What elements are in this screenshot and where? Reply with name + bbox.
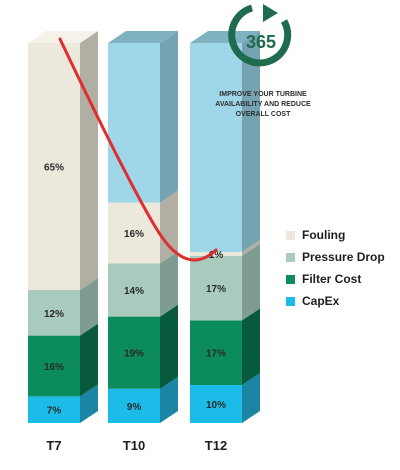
bar-side-pressure-drop-t10 bbox=[160, 251, 178, 317]
bar-segment-pressure-drop-t7 bbox=[28, 290, 80, 336]
logo-ring-arc bbox=[228, 4, 292, 67]
bar-side-filter-cost-t7 bbox=[80, 323, 98, 397]
bar-segment-fouling-t7 bbox=[28, 43, 80, 290]
value-label-filter-cost-t12: 17% bbox=[206, 349, 226, 360]
value-label-filter-cost-t10: 19% bbox=[124, 349, 144, 360]
value-label-fouling-t12: 1% bbox=[209, 250, 224, 261]
bar-segment-filter-cost-t7 bbox=[28, 335, 80, 397]
value-label-pressure-drop-t7: 12% bbox=[44, 309, 64, 320]
bar-side-capex-t7 bbox=[80, 384, 98, 423]
bar-side-remainder-t12 bbox=[242, 31, 260, 252]
bar-side-pressure-drop-t12 bbox=[242, 243, 260, 321]
category-label-t10: T10 bbox=[123, 438, 145, 453]
bars-group bbox=[28, 31, 260, 423]
logo-tagline-line-2: AVAILABILITY AND REDUCE bbox=[215, 101, 311, 108]
bar-segment-filter-cost-t10 bbox=[108, 316, 160, 389]
value-label-pressure-drop-t10: 14% bbox=[124, 286, 144, 297]
bar-segment-capex-t12 bbox=[190, 385, 242, 423]
bar-segment-remainder-t10 bbox=[108, 43, 160, 203]
bar-segment-pressure-drop-t10 bbox=[108, 263, 160, 317]
value-label-filter-cost-t7: 16% bbox=[44, 362, 64, 373]
legend-swatch-capex bbox=[286, 297, 295, 306]
category-labels-group: T7 T10 T12 bbox=[46, 438, 227, 453]
bar-side-filter-cost-t12 bbox=[242, 308, 260, 385]
logo-arrow-head bbox=[263, 4, 278, 22]
bar-side-fouling-t10 bbox=[160, 190, 178, 264]
bar-top-t7 bbox=[28, 31, 98, 43]
bar-side-capex-t10 bbox=[160, 376, 178, 423]
value-label-capex-t10: 9% bbox=[127, 402, 142, 413]
value-label-fouling-t10: 16% bbox=[124, 229, 144, 240]
bar-side-fouling-t12 bbox=[242, 240, 260, 256]
bar-side-remainder-t10 bbox=[160, 31, 178, 203]
legend-label-pressure-drop: Pressure Drop bbox=[302, 250, 385, 264]
bar-segment-remainder-t12 bbox=[190, 43, 242, 252]
bar-segment-capex-t7 bbox=[28, 396, 80, 423]
legend-label-capex: CapEx bbox=[302, 294, 340, 308]
legend-label-fouling: Fouling bbox=[302, 228, 345, 242]
trend-line bbox=[58, 37, 218, 262]
bar-segment-pressure-drop-t12 bbox=[190, 255, 242, 321]
bar-top-t10 bbox=[108, 31, 178, 43]
category-label-t7: T7 bbox=[46, 438, 61, 453]
bar-top-t12 bbox=[190, 31, 260, 43]
bar-segment-fouling-t10 bbox=[108, 202, 160, 264]
logo-365: 365 IMPROVE YOUR TURBINE AVAILABILITY AN… bbox=[215, 4, 311, 118]
legend: Fouling Pressure Drop Filter Cost CapEx bbox=[286, 228, 385, 308]
value-label-fouling-t7: 65% bbox=[44, 163, 64, 174]
legend-swatch-pressure-drop bbox=[286, 253, 295, 262]
bar-side-filter-cost-t10 bbox=[160, 304, 178, 389]
legend-label-filter-cost: Filter Cost bbox=[302, 272, 361, 286]
value-label-capex-t7: 7% bbox=[47, 406, 62, 417]
bar-segment-filter-cost-t12 bbox=[190, 320, 242, 385]
legend-swatch-filter-cost bbox=[286, 275, 295, 284]
logo-tagline-line-3: OVERALL COST bbox=[236, 111, 291, 118]
bar-side-capex-t12 bbox=[242, 373, 260, 423]
logo-number: 365 bbox=[246, 32, 276, 52]
bar-segment-capex-t10 bbox=[108, 388, 160, 423]
value-labels-group: 7% 9% 10% 16% 19% 17% 12% 14% 17% 65% 16% 1% bbox=[44, 163, 226, 417]
value-label-capex-t12: 10% bbox=[206, 400, 226, 411]
logo-tagline-line-1: IMPROVE YOUR TURBINE bbox=[219, 91, 307, 98]
category-label-t12: T12 bbox=[205, 438, 227, 453]
bar-side-fouling-t7 bbox=[80, 31, 98, 290]
bar-segment-fouling-t12 bbox=[190, 252, 242, 256]
value-label-pressure-drop-t12: 17% bbox=[206, 284, 226, 295]
legend-swatch-fouling bbox=[286, 231, 295, 240]
bar-side-pressure-drop-t7 bbox=[80, 278, 98, 336]
